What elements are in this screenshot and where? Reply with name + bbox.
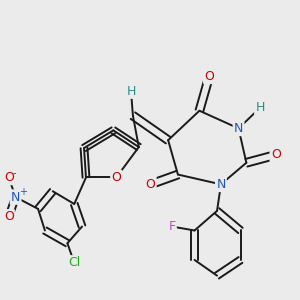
Text: O: O bbox=[4, 210, 14, 223]
Text: Cl: Cl bbox=[68, 256, 80, 269]
Text: N: N bbox=[216, 178, 226, 191]
Text: H: H bbox=[255, 101, 265, 114]
Text: F: F bbox=[169, 220, 176, 233]
Text: N: N bbox=[11, 190, 20, 204]
Text: +: + bbox=[20, 187, 27, 197]
Text: O: O bbox=[146, 178, 155, 191]
Text: O: O bbox=[4, 171, 14, 184]
Text: O: O bbox=[204, 70, 214, 83]
Text: H: H bbox=[126, 85, 136, 98]
Text: N: N bbox=[234, 122, 243, 135]
Text: O: O bbox=[271, 148, 281, 161]
Text: O: O bbox=[111, 171, 121, 184]
Text: -: - bbox=[13, 169, 16, 178]
